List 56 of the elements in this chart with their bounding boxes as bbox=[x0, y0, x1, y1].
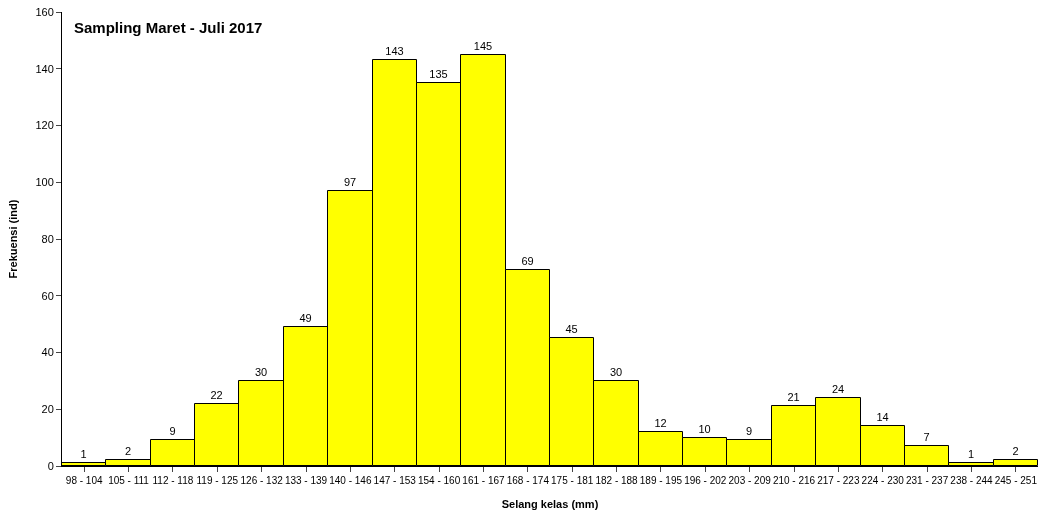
data-label: 12 bbox=[654, 416, 667, 429]
data-label: 14 bbox=[876, 410, 889, 423]
data-label: 143 bbox=[385, 44, 404, 57]
data-label: 145 bbox=[473, 39, 493, 52]
x-tick-label: 147 - 153 bbox=[373, 475, 417, 486]
x-axis-title: Selang kelas (mm) bbox=[501, 498, 599, 511]
x-tick-label: 168 - 174 bbox=[506, 475, 550, 486]
data-label: 135 bbox=[429, 67, 448, 80]
y-axis-title: Frekuensi (ind) bbox=[7, 199, 20, 279]
data-label: 10 bbox=[698, 422, 711, 435]
x-tick-label: 203 - 209 bbox=[728, 475, 772, 486]
y-tick-label: 100 bbox=[35, 176, 54, 189]
y-tick-label: 0 bbox=[47, 459, 54, 472]
data-label: 2 bbox=[124, 444, 132, 457]
y-tick-label: 40 bbox=[41, 346, 54, 359]
x-tick-label: 98 - 104 bbox=[65, 475, 103, 486]
x-tick-label: 119 - 125 bbox=[196, 475, 239, 486]
data-label: 2 bbox=[1012, 444, 1019, 457]
x-tick-label: 210 - 216 bbox=[772, 475, 816, 486]
x-tick-label: 112 - 118 bbox=[152, 475, 194, 486]
x-tick-label: 231 - 237 bbox=[905, 475, 949, 486]
data-label: 69 bbox=[521, 254, 534, 267]
x-tick-label: 196 - 202 bbox=[684, 475, 727, 486]
x-tick-label: 217 - 223 bbox=[817, 475, 860, 486]
y-tick-label: 60 bbox=[41, 289, 54, 302]
text: Sampling Maret - Juli 2017 bbox=[74, 19, 263, 36]
x-tick-label: 224 - 230 bbox=[861, 475, 905, 486]
x-tick-label: 161 - 167 bbox=[462, 475, 506, 486]
data-label: 49 bbox=[299, 311, 312, 324]
x-tick-label: 126 - 132 bbox=[240, 475, 284, 486]
data-label: 7 bbox=[923, 430, 930, 443]
y-tick-label: 160 bbox=[35, 5, 54, 18]
data-label: 1 bbox=[80, 447, 87, 460]
x-tick-label: 133 - 139 bbox=[284, 475, 328, 486]
data-label: 1 bbox=[967, 447, 975, 460]
x-tick-label: 140 - 146 bbox=[329, 475, 372, 486]
x-tick-label: 105 - 111 bbox=[108, 475, 150, 486]
y-tick-label: 20 bbox=[41, 403, 54, 416]
x-tick-label: 182 - 188 bbox=[595, 475, 639, 486]
data-label: 30 bbox=[609, 365, 623, 378]
data-label: 9 bbox=[169, 424, 176, 437]
x-tick-label: 245 - 251 bbox=[994, 475, 1038, 486]
y-tick-label: 120 bbox=[35, 119, 54, 132]
y-tick-label: 140 bbox=[35, 62, 54, 75]
x-tick-label: 189 - 195 bbox=[639, 475, 683, 486]
x-tick-label: 154 - 160 bbox=[417, 475, 461, 486]
data-label: 97 bbox=[343, 175, 357, 188]
x-tick-label: 175 - 181 bbox=[551, 475, 594, 486]
x-tick-label: 238 - 244 bbox=[950, 475, 994, 486]
y-tick-label: 80 bbox=[41, 232, 54, 245]
data-label: 45 bbox=[565, 322, 578, 335]
data-label: 22 bbox=[210, 388, 223, 401]
data-label: 30 bbox=[254, 365, 268, 378]
data-label: 9 bbox=[745, 424, 753, 437]
data-label: 21 bbox=[787, 390, 800, 403]
data-label: 24 bbox=[831, 382, 845, 395]
